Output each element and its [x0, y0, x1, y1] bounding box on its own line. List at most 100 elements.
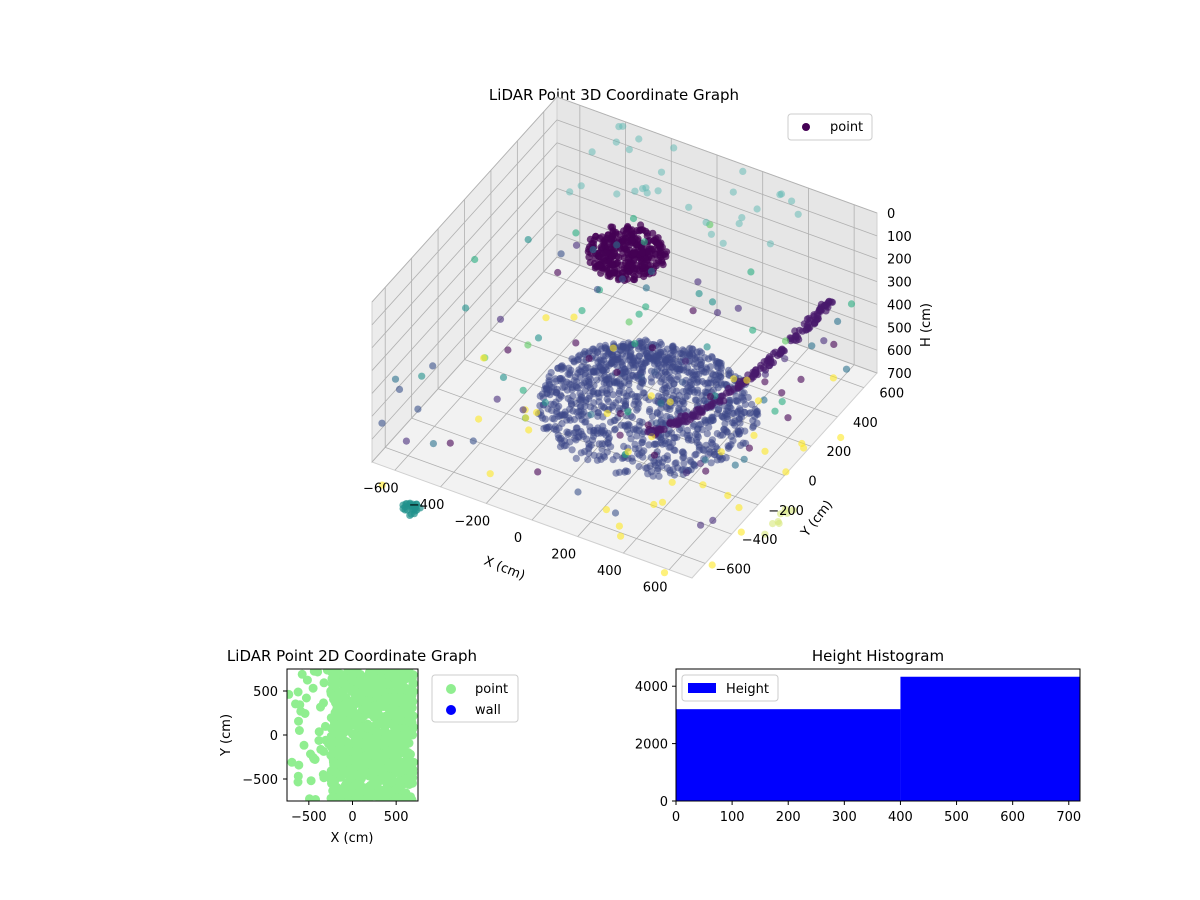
data-point: [715, 406, 723, 414]
data-point: [608, 351, 617, 359]
data-point: [603, 395, 611, 403]
data-point: [620, 442, 628, 450]
data-point: [534, 468, 542, 476]
data-point: [471, 255, 479, 264]
data-point: [378, 419, 386, 427]
data-point: [695, 446, 703, 454]
data-point: [791, 332, 799, 340]
data-point: [597, 359, 605, 367]
data-point: [676, 357, 684, 365]
point-2d: [322, 669, 332, 675]
data-point: [749, 326, 757, 334]
data-point: [462, 304, 470, 312]
data-point: [604, 272, 612, 280]
data-point: [622, 344, 630, 353]
point-2d: [353, 691, 363, 701]
data-point: [496, 315, 505, 323]
data-point: [669, 354, 677, 362]
point-2d: [345, 698, 354, 708]
data-point: [598, 402, 606, 410]
data-point: [623, 248, 631, 256]
data-point: [594, 369, 602, 377]
data-point: [616, 410, 625, 418]
data-point: [522, 414, 530, 422]
data-point: [614, 362, 622, 371]
data-point: [701, 388, 709, 396]
point-2d: [379, 669, 389, 675]
data-point: [594, 389, 602, 397]
point-2d: [384, 671, 394, 681]
data-point: [566, 371, 574, 379]
data-point: [760, 358, 768, 366]
data-point: [716, 359, 724, 367]
data-point: [563, 386, 571, 394]
data-point: [650, 451, 659, 459]
data-point: [729, 437, 737, 445]
point-2d: [368, 780, 378, 790]
data-point: [658, 375, 666, 383]
data-point: [717, 448, 725, 456]
data-point: [671, 367, 679, 375]
data-point: [732, 392, 740, 400]
data-point: [647, 429, 655, 437]
data-point: [735, 504, 743, 512]
data-point: [630, 230, 638, 238]
left-grid-z: [371, 165, 558, 371]
point-2d: [324, 739, 333, 749]
data-point: [620, 389, 628, 397]
legend-hist: Height: [681, 674, 779, 702]
data-point: [618, 275, 627, 283]
data-point: [574, 355, 582, 363]
data-point: [630, 249, 638, 257]
2d-tick-labels: −500 −500 0 0 500 500: [242, 685, 408, 825]
point-2d: [311, 795, 320, 801]
data-point: [735, 430, 743, 438]
data-point: [548, 406, 556, 414]
data-point: [651, 440, 659, 448]
point-2d: [398, 760, 408, 770]
data-point: [724, 491, 732, 500]
data-point: [611, 250, 619, 258]
x-tick-label-hist: 600: [1000, 810, 1025, 825]
data-point: [842, 365, 851, 373]
data-point: [572, 339, 580, 347]
data-point: [552, 377, 560, 385]
data-point: [743, 376, 751, 384]
point-2d: [379, 687, 389, 697]
data-point: [611, 509, 620, 517]
y-tick-label-2d: 500: [253, 685, 278, 700]
data-point: [654, 343, 662, 351]
point-2d: [293, 687, 303, 697]
point-2d: [348, 729, 358, 739]
data-point: [558, 362, 566, 370]
data-point: [642, 464, 650, 472]
point-2d: [342, 682, 351, 692]
data-point: [703, 430, 711, 438]
point-2d: [408, 679, 418, 689]
z-tick-label: 500: [887, 321, 912, 336]
legend-swatch-height: [688, 683, 716, 693]
legend-marker-point-2d: [446, 684, 456, 694]
data-point: [533, 408, 541, 417]
data-point: [619, 227, 628, 235]
point-2d: [338, 768, 348, 778]
data-point: [557, 392, 565, 400]
point-2d: [379, 740, 389, 750]
data-point: [596, 342, 604, 350]
x-tick-label-hist: 200: [776, 810, 801, 825]
data-point: [625, 377, 633, 385]
z-tick-label: 300: [887, 276, 912, 291]
data-point: [716, 431, 725, 439]
data-point: [749, 373, 757, 381]
data-point: [717, 364, 725, 372]
point-2d: [308, 683, 318, 693]
data-point: [671, 418, 679, 426]
data-point: [708, 413, 716, 421]
data-point: [657, 399, 665, 407]
point-2d: [319, 698, 328, 708]
data-point: [788, 197, 796, 205]
point-2d: [294, 716, 303, 726]
data-point: [761, 378, 769, 386]
data-point: [557, 250, 565, 258]
point-2d: [337, 756, 347, 766]
